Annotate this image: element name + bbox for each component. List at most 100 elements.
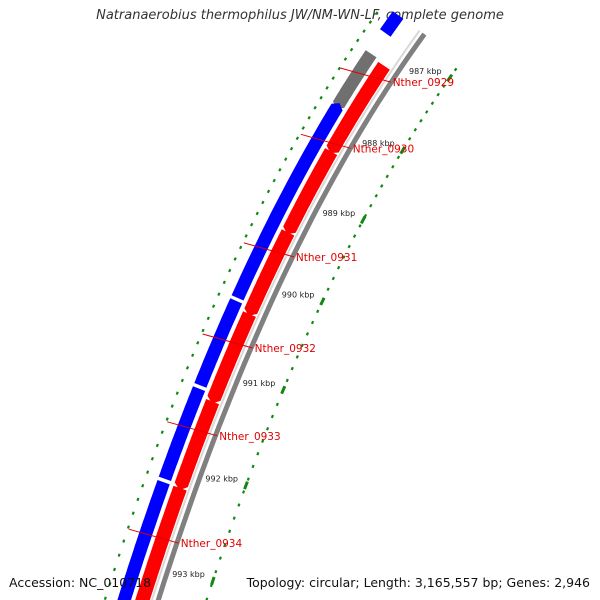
gene-labels: Nther_0929 Nther_0930 Nther_0931 Nther_0932… <box>128 67 454 550</box>
gene-label-leader <box>202 333 253 349</box>
gc-tick-outer <box>223 542 227 547</box>
gc-tick-outer <box>424 110 429 114</box>
gene-label-leader <box>340 67 391 83</box>
gc-tick-outer <box>347 244 351 249</box>
gc-tick-inner <box>206 316 210 321</box>
gc-tick-inner <box>313 105 317 110</box>
gc-tick-inner <box>136 497 140 502</box>
gc-tick-inner <box>103 596 107 600</box>
gc-tick-inner <box>201 328 205 333</box>
gc-tick-inner <box>255 211 259 216</box>
scale-tick-label: 987 kbp <box>409 67 442 76</box>
gc-tick-inner <box>211 304 216 309</box>
gene-label: Nther_0931 <box>296 252 357 264</box>
gc-tick-outer <box>326 287 330 292</box>
gc-tick-inner <box>349 47 354 52</box>
scale-tick-mark <box>399 146 407 155</box>
gene-label-leader <box>128 528 179 544</box>
gc-tick-inner <box>131 511 135 515</box>
gc-tick-inner <box>222 280 226 285</box>
gene-label: Nther_0932 <box>255 343 316 355</box>
gc-tick-outer <box>237 503 241 507</box>
gc-tick-inner <box>301 126 305 130</box>
gc-tick-outer <box>205 597 209 600</box>
forward-gene-4 <box>207 311 256 404</box>
gc-tick-inner <box>180 378 184 383</box>
forward-gene-5 <box>174 399 220 491</box>
gc-tick-inner <box>170 404 174 408</box>
gc-tick-inner <box>362 29 366 34</box>
gc-tick-outer <box>358 224 362 228</box>
gc-tick-inner <box>278 167 282 172</box>
gc-tick-inner <box>122 539 126 543</box>
gc-tick-inner <box>368 20 373 25</box>
gc-tick-inner <box>185 365 190 370</box>
gc-tick-inner <box>289 146 294 151</box>
gc-tick-outer <box>374 193 378 198</box>
gc-tick-inner <box>295 136 300 141</box>
reverse-strand-track <box>117 11 404 600</box>
forward-gene-2 <box>283 148 338 235</box>
gene-label: Nther_0929 <box>393 77 454 89</box>
gc-tick-inner <box>284 157 288 162</box>
genome-summary-text: Topology: circular; Length: 3,165,557 bp… <box>246 575 590 590</box>
gc-tick-inner <box>117 553 121 557</box>
gc-tick-inner <box>250 222 254 227</box>
gc-tick-outer <box>442 84 446 89</box>
gene-label: Nther_0934 <box>181 538 243 550</box>
gc-tick-outer <box>342 255 346 259</box>
reverse-gene-4 <box>117 480 170 600</box>
gc-tick-inner <box>150 456 154 461</box>
scale-ticks: 987 kbp 988 kbp 989 kbp 990 kbp 991 kbp 992 k… <box>172 67 454 586</box>
gc-tick-outer <box>316 309 320 314</box>
reverse-gene-1 <box>231 103 343 301</box>
gc-tick-outer <box>218 556 222 560</box>
gc-tick-inner <box>141 483 145 488</box>
gc-tick-outer <box>251 464 255 469</box>
gc-tick-inner <box>155 443 159 448</box>
gc-tick-inner <box>266 189 271 194</box>
scale-tick-mark <box>319 297 326 306</box>
gc-tick-outer <box>407 137 412 141</box>
gc-tick-inner <box>343 57 348 61</box>
gc-tick-inner <box>355 38 360 43</box>
reverse-gene-3 <box>158 386 206 481</box>
scale-tick-label: 991 kbp <box>243 379 276 388</box>
gc-tick-inner <box>325 86 329 90</box>
gc-tick-outer <box>385 174 389 179</box>
gc-tick-outer <box>331 276 335 281</box>
gc-tick-outer <box>300 343 304 348</box>
gc-tick-outer <box>413 127 418 132</box>
scale-tick-label: 988 kbp <box>362 139 395 148</box>
gc-tick-outer <box>275 402 279 407</box>
forward-gene-6 <box>135 485 187 600</box>
gc-tick-inner <box>233 257 237 261</box>
gc-tick-inner <box>108 582 112 586</box>
scale-tick-label: 993 kbp <box>172 570 205 579</box>
reverse-gene-top <box>380 11 404 37</box>
backbone-inner-edge <box>150 30 421 600</box>
gc-tick-outer <box>391 164 395 169</box>
gc-tick-outer <box>246 477 250 481</box>
gc-tick-outer <box>380 184 384 188</box>
gc-tick-inner <box>319 95 323 100</box>
gc-tick-inner <box>112 567 117 572</box>
gc-tick-inner <box>331 76 335 80</box>
scale-tick-mark <box>359 215 367 225</box>
gc-tick-outer <box>436 92 440 97</box>
gc-tick-outer <box>295 355 299 359</box>
gc-tick-outer <box>430 101 435 106</box>
gc-tick-outer <box>256 451 260 456</box>
gc-tick-inner <box>244 234 248 238</box>
gc-tick-inner <box>191 353 195 358</box>
gc-tick-outer <box>336 265 341 270</box>
gc-content-track <box>103 11 458 600</box>
gc-tick-inner <box>175 391 179 396</box>
gc-tick-outer <box>419 118 423 123</box>
gc-tick-inner <box>337 66 342 71</box>
gc-tick-outer <box>228 529 232 534</box>
gc-tick-inner <box>261 200 265 205</box>
gc-tick-inner <box>272 178 276 183</box>
highlighted-gene <box>333 50 377 109</box>
